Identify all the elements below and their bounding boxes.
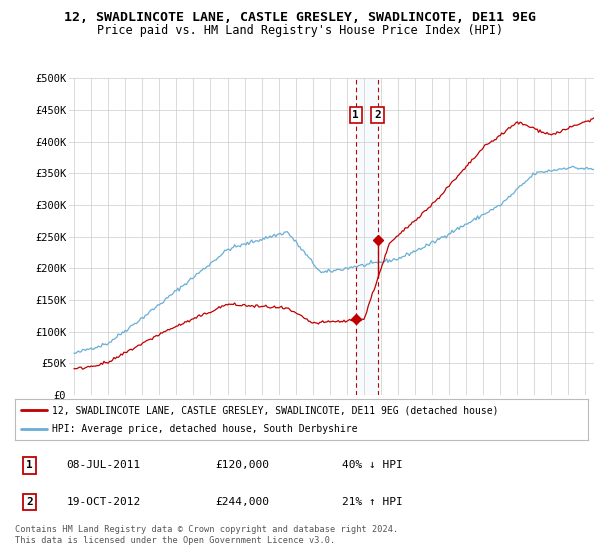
Text: 2: 2 — [26, 497, 33, 507]
Text: 40% ↓ HPI: 40% ↓ HPI — [341, 460, 403, 470]
Text: HPI: Average price, detached house, South Derbyshire: HPI: Average price, detached house, Sout… — [52, 424, 358, 433]
Text: 2: 2 — [374, 110, 381, 120]
Text: 12, SWADLINCOTE LANE, CASTLE GRESLEY, SWADLINCOTE, DE11 9EG: 12, SWADLINCOTE LANE, CASTLE GRESLEY, SW… — [64, 11, 536, 24]
Bar — [356, 78, 377, 395]
Text: 21% ↑ HPI: 21% ↑ HPI — [341, 497, 403, 507]
Text: £120,000: £120,000 — [215, 460, 269, 470]
Text: 1: 1 — [26, 460, 33, 470]
Text: 1: 1 — [352, 110, 359, 120]
Text: Price paid vs. HM Land Registry's House Price Index (HPI): Price paid vs. HM Land Registry's House … — [97, 24, 503, 36]
Text: 08-JUL-2011: 08-JUL-2011 — [67, 460, 141, 470]
Text: 19-OCT-2012: 19-OCT-2012 — [67, 497, 141, 507]
Text: Contains HM Land Registry data © Crown copyright and database right 2024.
This d: Contains HM Land Registry data © Crown c… — [15, 525, 398, 545]
Text: 12, SWADLINCOTE LANE, CASTLE GRESLEY, SWADLINCOTE, DE11 9EG (detached house): 12, SWADLINCOTE LANE, CASTLE GRESLEY, SW… — [52, 405, 499, 415]
Text: £244,000: £244,000 — [215, 497, 269, 507]
